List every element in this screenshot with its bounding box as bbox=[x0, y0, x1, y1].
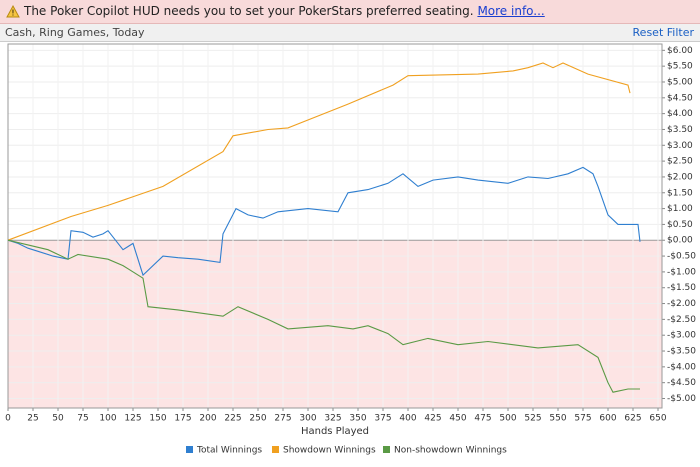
x-tick-label: 500 bbox=[499, 414, 516, 424]
y-tick-label: -$4.50 bbox=[667, 378, 696, 388]
y-tick-label: $6.00 bbox=[667, 46, 693, 56]
y-tick-label: $3.00 bbox=[667, 141, 693, 151]
x-tick-label: 525 bbox=[524, 414, 541, 424]
x-tick-label: 550 bbox=[549, 414, 566, 424]
y-tick-label: $4.00 bbox=[667, 109, 693, 119]
y-tick-label: $0.00 bbox=[667, 236, 693, 246]
warning-banner: ! The Poker Copilot HUD needs you to set… bbox=[0, 0, 700, 24]
filter-label: Cash, Ring Games, Today bbox=[5, 26, 145, 39]
y-tick-label: -$1.50 bbox=[667, 283, 696, 293]
more-info-link[interactable]: More info... bbox=[477, 4, 545, 18]
svg-text:!: ! bbox=[11, 9, 14, 18]
y-tick-label: -$3.00 bbox=[667, 331, 696, 341]
x-tick-label: 625 bbox=[624, 414, 641, 424]
warning-icon: ! bbox=[6, 4, 20, 18]
toolbar: Cash, Ring Games, Today Reset Filter bbox=[0, 24, 700, 42]
x-tick-label: 400 bbox=[399, 414, 416, 424]
y-tick-label: -$3.50 bbox=[667, 347, 696, 357]
x-axis-label: Hands Played bbox=[301, 426, 369, 437]
legend-swatch bbox=[186, 446, 193, 453]
y-tick-label: $2.00 bbox=[667, 172, 693, 182]
legend-label: Non-showdown Winnings bbox=[394, 446, 507, 456]
x-tick-label: 375 bbox=[374, 414, 391, 424]
x-tick-label: 475 bbox=[474, 414, 491, 424]
x-tick-label: 175 bbox=[174, 414, 191, 424]
x-tick-label: 125 bbox=[124, 414, 141, 424]
y-tick-label: $2.50 bbox=[667, 157, 693, 167]
x-tick-label: 250 bbox=[249, 414, 266, 424]
y-tick-label: $1.00 bbox=[667, 204, 693, 214]
y-tick-label: $5.50 bbox=[667, 62, 693, 72]
x-tick-label: 75 bbox=[77, 414, 88, 424]
x-tick-label: 350 bbox=[349, 414, 366, 424]
y-tick-label: $4.50 bbox=[667, 93, 693, 103]
legend-swatch bbox=[383, 446, 390, 453]
reset-filter[interactable]: Reset Filter bbox=[632, 26, 694, 39]
legend-swatch bbox=[272, 446, 279, 453]
banner-message: The Poker Copilot HUD needs you to set y… bbox=[24, 4, 474, 18]
x-tick-label: 450 bbox=[449, 414, 466, 424]
y-tick-label: -$4.00 bbox=[667, 362, 696, 372]
series-line bbox=[7, 166, 641, 277]
y-tick-label: -$0.50 bbox=[667, 252, 696, 262]
banner-text: The Poker Copilot HUD needs you to set y… bbox=[24, 0, 545, 23]
x-tick-label: 50 bbox=[52, 414, 64, 424]
legend-label: Showdown Winnings bbox=[283, 446, 376, 456]
y-tick-label: $3.50 bbox=[667, 125, 693, 135]
y-tick-label: -$2.00 bbox=[667, 299, 696, 309]
legend-label: Total Winnings bbox=[196, 446, 262, 456]
x-tick-label: 325 bbox=[324, 414, 341, 424]
x-tick-label: 25 bbox=[27, 414, 38, 424]
x-tick-label: 575 bbox=[574, 414, 591, 424]
x-tick-label: 275 bbox=[274, 414, 291, 424]
series-line bbox=[7, 62, 631, 241]
y-tick-label: $1.50 bbox=[667, 188, 693, 198]
chart: $6.00 $5.50 $5.00 $4.50 $4.00 $3.50 $3.00 $2.50… bbox=[5, 43, 696, 456]
negative-region bbox=[8, 240, 662, 408]
x-tick-label: 600 bbox=[599, 414, 616, 424]
x-tick-label: 300 bbox=[299, 414, 316, 424]
x-tick-label: 100 bbox=[99, 414, 116, 424]
y-tick-label: $0.50 bbox=[667, 220, 693, 230]
x-tick-label: 0 bbox=[5, 414, 11, 424]
x-tick-label: 425 bbox=[424, 414, 441, 424]
y-tick-label: -$1.00 bbox=[667, 267, 696, 277]
y-tick-label: -$2.50 bbox=[667, 315, 696, 325]
y-tick-label: -$5.00 bbox=[667, 394, 696, 404]
x-tick-label: 200 bbox=[199, 414, 216, 424]
plot-border bbox=[7, 43, 663, 409]
series-line bbox=[7, 239, 640, 393]
x-tick-label: 650 bbox=[649, 414, 666, 424]
y-tick-label: $5.00 bbox=[667, 77, 693, 87]
x-tick-label: 150 bbox=[149, 414, 166, 424]
x-tick-label: 225 bbox=[224, 414, 241, 424]
